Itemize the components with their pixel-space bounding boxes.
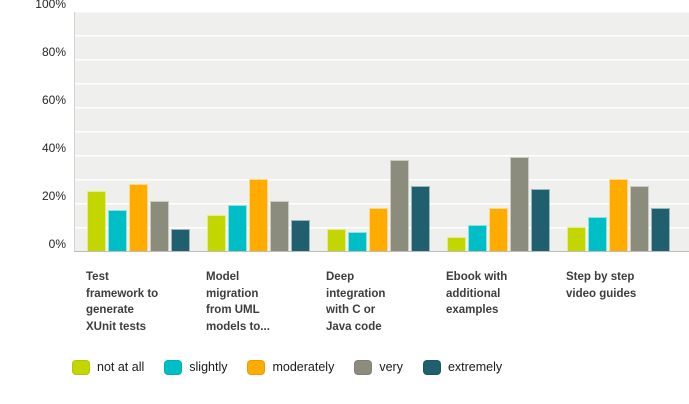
bar-not-at-all [567, 227, 586, 251]
bar-very [150, 200, 169, 251]
category-label: Model migration from UML models to... [206, 271, 270, 334]
category-label: Ebook with additional examples [446, 271, 508, 317]
legend-swatch-icon [422, 359, 441, 375]
bar-slightly [468, 224, 487, 251]
bar-very [510, 157, 529, 251]
bar-moderately [249, 179, 268, 251]
legend-swatch-icon [354, 359, 373, 375]
bar-slightly [228, 205, 247, 251]
bar-slightly [588, 217, 607, 251]
legend-item-not-at-all: not at all [72, 359, 145, 375]
bar-extremely [411, 186, 430, 251]
bar-extremely [171, 229, 190, 251]
bar-very [390, 159, 409, 251]
legend-label: not at all [97, 360, 145, 375]
legend-swatch-icon [72, 359, 90, 375]
legend-item-slightly: slightly [164, 359, 228, 375]
bar-moderately [129, 183, 148, 251]
category-label: Step by step video guides [566, 271, 637, 300]
bar-not-at-all [207, 215, 226, 251]
bar-group [447, 157, 550, 251]
legend-label: extremely [447, 360, 503, 375]
bar-moderately [609, 179, 628, 251]
bar-extremely [531, 188, 550, 251]
legend-label: very [379, 360, 403, 375]
bar-group [207, 179, 310, 251]
category-label: Test framework to generate XUnit tests [86, 271, 159, 334]
bar-group [327, 159, 430, 251]
bar-not-at-all [327, 229, 346, 251]
y-tick-label: 20% [41, 189, 66, 203]
bar-moderately [489, 207, 508, 251]
bar-not-at-all [447, 236, 466, 251]
legend-item-extremely: extremely [422, 359, 503, 375]
bar-not-at-all [87, 191, 106, 251]
legend-label: slightly [189, 360, 228, 375]
y-tick-label: 60% [41, 93, 66, 107]
chart-body: 100% 80% 60% 40% 20% 0% [0, 0, 689, 252]
category-label: Deep integration with C or Java code [326, 271, 386, 334]
x-axis-labels: Test framework to generate XUnit tests Mo… [86, 269, 689, 336]
bar-extremely [651, 207, 670, 251]
legend-swatch-icon [247, 359, 266, 375]
bar-slightly [108, 210, 127, 251]
y-axis: 100% 80% 60% 40% 20% 0% [0, 0, 74, 252]
legend-swatch-icon [164, 359, 183, 375]
legend-label: moderately [272, 360, 335, 375]
y-tick-label: 0% [48, 237, 66, 251]
bar-very [630, 186, 649, 251]
legend-item-moderately: moderately [247, 359, 335, 375]
plot-area [74, 12, 689, 252]
bar-slightly [348, 231, 367, 251]
bar-group [567, 179, 670, 251]
legend: not at all slightly moderately very extremel… [72, 359, 689, 375]
bar-extremely [291, 219, 310, 251]
bar-group [87, 183, 190, 251]
legend-item-very: very [354, 359, 403, 375]
bar-moderately [369, 207, 388, 251]
y-tick-label: 100% [35, 0, 66, 11]
y-tick-label: 40% [41, 141, 66, 155]
bar-very [270, 200, 289, 251]
y-tick-label: 80% [41, 45, 66, 59]
